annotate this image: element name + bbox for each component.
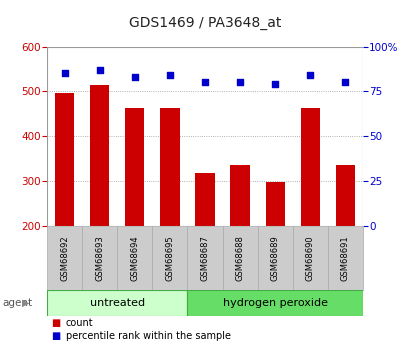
Text: hydrogen peroxide: hydrogen peroxide	[222, 298, 327, 308]
Point	[201, 80, 208, 85]
Point	[341, 80, 348, 85]
Text: GSM68691: GSM68691	[340, 235, 349, 281]
Bar	[152, 226, 187, 290]
Text: GSM68688: GSM68688	[235, 235, 244, 281]
Bar	[125, 108, 144, 226]
Text: ▶: ▶	[22, 298, 29, 308]
Point	[166, 72, 173, 78]
Text: GSM68693: GSM68693	[95, 235, 104, 281]
Point	[61, 71, 68, 76]
Text: GSM68687: GSM68687	[200, 235, 209, 281]
Text: untreated: untreated	[90, 298, 144, 308]
Bar	[292, 226, 327, 290]
Bar	[82, 226, 117, 290]
Text: count: count	[65, 318, 93, 327]
Bar	[195, 172, 214, 226]
Bar	[327, 226, 362, 290]
Point	[271, 81, 278, 87]
Bar	[230, 166, 249, 226]
Bar	[187, 290, 362, 316]
Bar	[47, 290, 187, 316]
Point	[96, 67, 103, 73]
Text: GSM68695: GSM68695	[165, 235, 174, 281]
Bar	[55, 93, 74, 226]
Point	[236, 80, 243, 85]
Text: ■: ■	[51, 332, 61, 341]
Bar	[47, 226, 82, 290]
Bar	[90, 85, 109, 226]
Text: GSM68690: GSM68690	[305, 235, 314, 281]
Text: GSM68694: GSM68694	[130, 235, 139, 281]
Bar	[160, 108, 179, 226]
Bar	[117, 226, 152, 290]
Text: ■: ■	[51, 318, 61, 327]
Bar	[222, 226, 257, 290]
Bar	[300, 108, 319, 226]
Text: GDS1469 / PA3648_at: GDS1469 / PA3648_at	[128, 16, 281, 30]
Text: agent: agent	[2, 298, 32, 308]
Bar	[257, 226, 292, 290]
Text: percentile rank within the sample: percentile rank within the sample	[65, 332, 230, 341]
Bar	[265, 183, 284, 226]
Point	[131, 74, 138, 80]
Bar	[335, 166, 354, 226]
Bar	[187, 226, 222, 290]
Text: GSM68692: GSM68692	[60, 235, 69, 281]
Text: GSM68689: GSM68689	[270, 235, 279, 281]
Point	[306, 72, 313, 78]
